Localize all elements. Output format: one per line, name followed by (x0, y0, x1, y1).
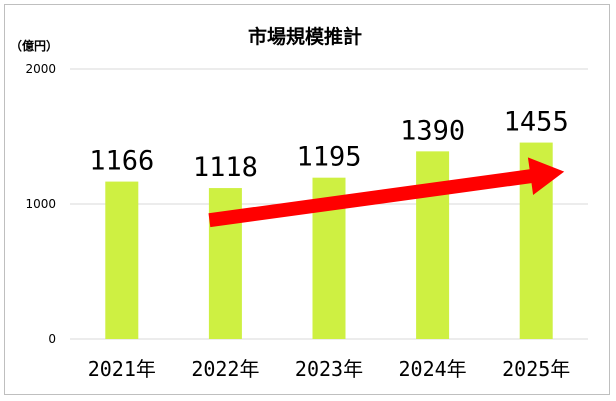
data-label-2022年: 1118 (193, 152, 258, 183)
x-tick-label-2025年: 2025年 (502, 357, 570, 381)
data-label-2023年: 1195 (296, 142, 361, 173)
x-tick-label-2021年: 2021年 (88, 357, 156, 381)
data-label-2024年: 1390 (400, 115, 465, 146)
y-axis: 0 1000 2000 (25, 62, 56, 346)
chart-title: 市場規模推計 (248, 25, 362, 48)
x-axis: 2021年 2022年 2023年 2024年 2025年 (88, 357, 571, 381)
x-tick-label-2023年: 2023年 (295, 357, 363, 381)
y-tick-label-2000: 2000 (25, 62, 56, 76)
bar-2021年 (105, 181, 139, 339)
data-labels: 1166 1118 1195 1390 1455 (89, 107, 568, 183)
trend-arrow-shape (208, 157, 565, 228)
y-tick-label-1000: 1000 (25, 197, 56, 211)
bar-2024年 (416, 151, 450, 339)
data-label-2021年: 1166 (89, 146, 154, 177)
y-tick-label-0: 0 (48, 332, 56, 346)
trend-arrow (208, 157, 565, 228)
x-tick-label-2022年: 2022年 (191, 357, 259, 381)
x-tick-label-2024年: 2024年 (399, 357, 467, 381)
y-axis-unit: （億円） (10, 38, 58, 53)
data-label-2025年: 1455 (504, 107, 569, 138)
